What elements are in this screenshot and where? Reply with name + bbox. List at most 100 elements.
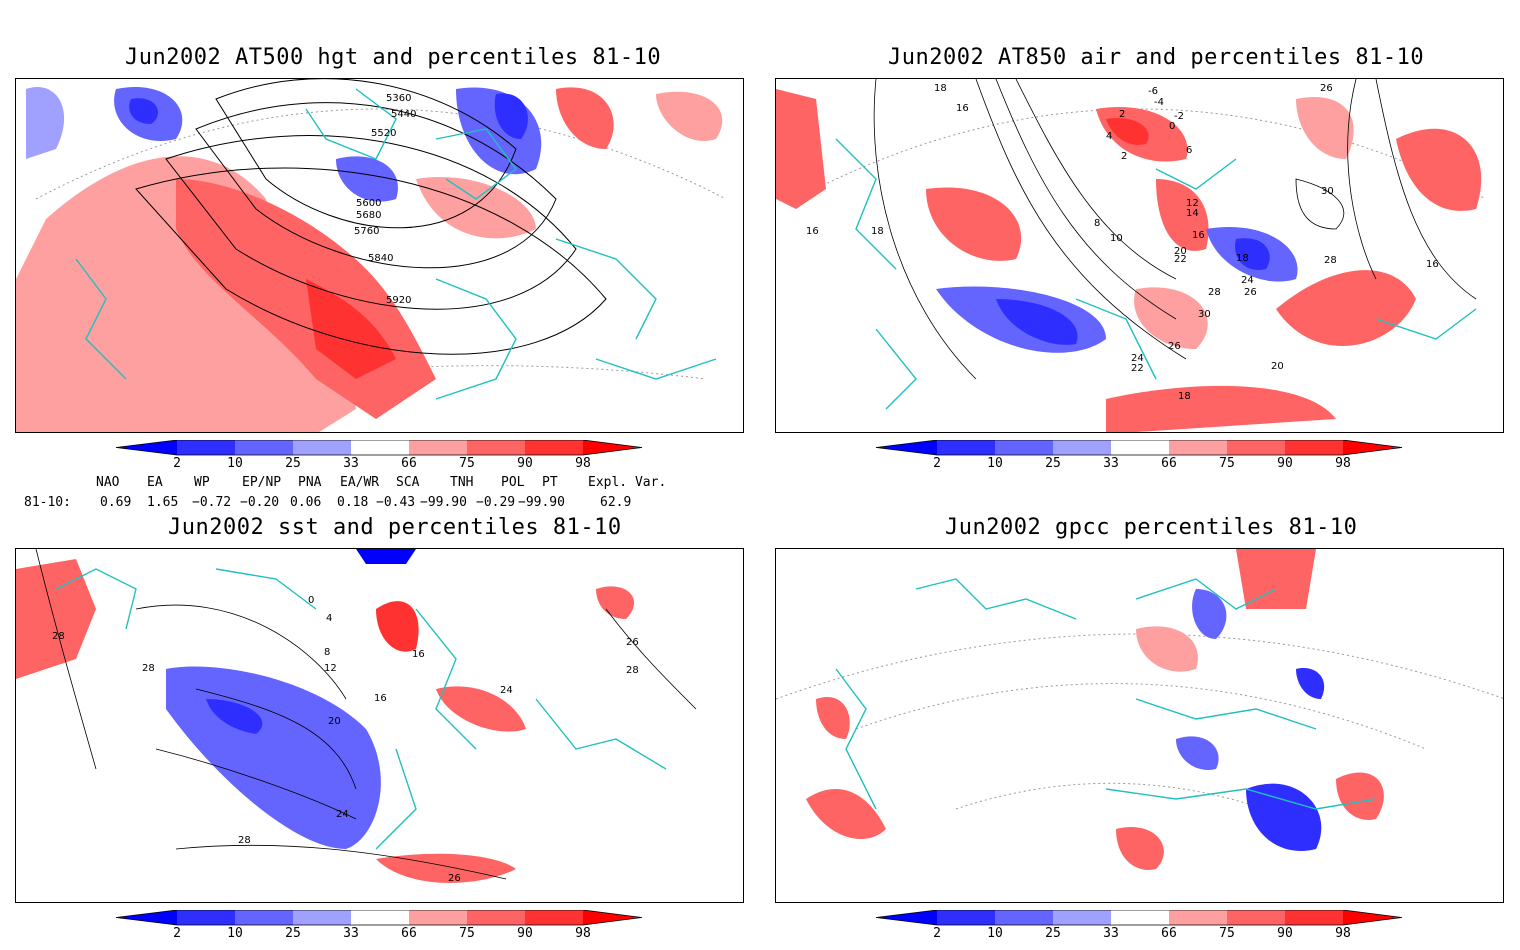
colorbar-tick: 25 <box>1045 926 1061 941</box>
contour-label: 22 <box>1174 254 1187 265</box>
contour-label: 5520 <box>371 128 396 139</box>
contour-label: 28 <box>142 663 155 674</box>
contour-label: 0 <box>1169 121 1175 132</box>
contour-label: 26 <box>1320 83 1333 94</box>
colorbar-tick: 10 <box>227 926 243 941</box>
panel-title-gpcc: Jun2002 gpcc percentiles 81-10 <box>945 515 1358 540</box>
contour-label: 18 <box>871 226 884 237</box>
contour-label: 26 <box>448 873 461 884</box>
contour-label: 5840 <box>368 253 393 264</box>
colorbar-tick: 25 <box>1045 456 1061 471</box>
colorbar-tick: 66 <box>1161 926 1177 941</box>
contour-label: 24 <box>336 809 349 820</box>
colorbar-tick: 33 <box>1103 456 1119 471</box>
colorbar-tick: 25 <box>285 456 301 471</box>
colorbar-at500: 2 10 25 33 66 75 90 98 <box>116 440 646 480</box>
colorbar-tick: 2 <box>173 926 181 941</box>
colorbar-tick: 90 <box>1277 456 1293 471</box>
index-header: PT <box>542 475 558 490</box>
index-header: EA/WR <box>340 475 380 490</box>
contour-label: -2 <box>1174 111 1184 122</box>
contour-label: 28 <box>238 835 251 846</box>
contour-label: 14 <box>1186 208 1199 219</box>
colorbar-at850: 2 10 25 33 66 75 90 98 <box>876 440 1406 480</box>
contour-label: 5600 <box>356 198 381 209</box>
contour-label: 6 <box>1186 145 1192 156</box>
map-gpcc <box>775 548 1504 903</box>
colorbar-tick: 10 <box>987 926 1003 941</box>
colorbar-tick: 75 <box>459 926 475 941</box>
contour-label: 2 <box>1121 151 1127 162</box>
colorbar-tick: 98 <box>1335 456 1351 471</box>
contour-label: 16 <box>956 103 969 114</box>
colorbar-tick: 75 <box>1219 926 1235 941</box>
map-at500-canvas: 5360 5440 5520 5600 5680 5760 5840 5920 <box>16 79 727 432</box>
index-header: EA <box>147 475 163 490</box>
index-value: −99.90 <box>420 495 467 510</box>
contour-label: 8 <box>1094 218 1100 229</box>
colorbar-tick: 90 <box>517 456 533 471</box>
index-header: Expl. Var. <box>588 475 667 490</box>
contour-label: 8 <box>324 647 330 658</box>
contour-label: 16 <box>374 693 387 704</box>
index-header: WP <box>194 475 210 490</box>
colorbar-tick: 10 <box>987 456 1003 471</box>
contour-label: 0 <box>308 595 314 606</box>
map-at850-canvas: 18 16 16 18 -6 -4 -2 0 2 4 6 2 8 10 12 1… <box>776 79 1487 432</box>
contour-label: 26 <box>626 637 639 648</box>
index-header: PNA <box>298 475 322 490</box>
contour-label: 28 <box>1324 255 1337 266</box>
contour-label: 4 <box>326 613 332 624</box>
colorbar-gpcc: 2 10 25 33 66 75 90 98 <box>876 910 1406 950</box>
contour-label: 18 <box>1236 253 1249 264</box>
index-header: NAO <box>96 475 120 490</box>
index-value: 1.65 <box>147 495 179 510</box>
colorbar-tick: 98 <box>575 456 591 471</box>
contour-label: 16 <box>1192 230 1205 241</box>
contour-label: 20 <box>1271 361 1284 372</box>
colorbar-tick: 33 <box>343 926 359 941</box>
colorbar-tick: 33 <box>343 456 359 471</box>
contour-label: 28 <box>1208 287 1221 298</box>
contour-label: 16 <box>412 649 425 660</box>
contour-label: 5440 <box>391 109 416 120</box>
colorbar-tick: 98 <box>1335 926 1351 941</box>
contour-label: 5920 <box>386 295 411 306</box>
contour-label: 30 <box>1321 186 1334 197</box>
index-value: 0.18 <box>337 495 369 510</box>
colorbar-tick: 90 <box>1277 926 1293 941</box>
map-at500-hgt: 5360 5440 5520 5600 5680 5760 5840 5920 <box>15 78 744 433</box>
contour-label: 16 <box>1426 259 1439 270</box>
index-value: −0.20 <box>240 495 280 510</box>
contour-label: 18 <box>1178 391 1191 402</box>
index-row-label: 81-10: <box>24 495 71 510</box>
contour-label: 18 <box>934 83 947 94</box>
contour-label: 12 <box>1186 198 1199 209</box>
contour-label: -4 <box>1154 97 1164 108</box>
contour-label: 24 <box>1241 275 1254 286</box>
index-value: −99.90 <box>518 495 565 510</box>
colorbar-tick: 2 <box>173 456 181 471</box>
index-header: SCA <box>396 475 420 490</box>
index-value: 0.06 <box>290 495 322 510</box>
contour-label: 12 <box>324 663 337 674</box>
colorbar-tick: 75 <box>459 456 475 471</box>
contour-label: 30 <box>1198 309 1211 320</box>
map-sst: 28 28 16 20 24 28 26 24 12 8 4 0 16 26 2… <box>15 548 744 903</box>
contour-label: 26 <box>1168 341 1181 352</box>
contour-label: 24 <box>500 685 513 696</box>
index-value: −0.43 <box>376 495 416 510</box>
colorbar-tick: 66 <box>1161 456 1177 471</box>
contour-label: -6 <box>1148 86 1158 97</box>
colorbar-tick: 2 <box>933 926 941 941</box>
map-at850-air: 18 16 16 18 -6 -4 -2 0 2 4 6 2 8 10 12 1… <box>775 78 1504 433</box>
contour-label: 10 <box>1110 233 1123 244</box>
contour-label: 20 <box>328 716 341 727</box>
contour-label: 5680 <box>356 210 381 221</box>
panel-title-at500: Jun2002 AT500 hgt and percentiles 81-10 <box>125 45 662 70</box>
colorbar-tick: 33 <box>1103 926 1119 941</box>
contour-label: 5360 <box>386 93 411 104</box>
map-gpcc-canvas <box>776 549 1503 870</box>
index-header: EP/NP <box>242 475 282 490</box>
index-value: −0.29 <box>476 495 516 510</box>
